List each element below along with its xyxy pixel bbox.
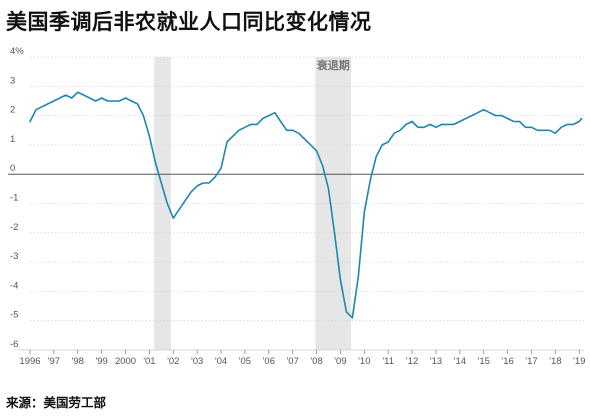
x-tick-label: '13 <box>430 356 442 367</box>
x-tick-label: '07 <box>286 356 298 367</box>
y-tick-label: 2 <box>10 105 15 116</box>
x-tick-label: '09 <box>334 356 346 367</box>
x-tick-label: '05 <box>239 356 251 367</box>
x-tick-label: '04 <box>215 356 227 367</box>
x-tick-label: '11 <box>382 356 394 367</box>
x-tick-label: '16 <box>501 356 513 367</box>
x-tick-label: '17 <box>525 356 537 367</box>
x-tick-label: '97 <box>48 356 60 367</box>
x-tick-label: '15 <box>478 356 490 367</box>
x-tick-label: '98 <box>72 356 84 367</box>
y-tick-label: 0 <box>10 163 15 174</box>
x-tick-label: '18 <box>549 356 561 367</box>
recession-band <box>154 57 171 350</box>
y-tick-label: 1 <box>10 134 15 145</box>
recession-label: 衰退期 <box>316 58 350 72</box>
y-tick-label: -4 <box>10 280 18 291</box>
source-note: 来源：美国劳工部 <box>6 395 107 410</box>
x-tick-label: '06 <box>263 356 275 367</box>
x-tick-label: 1996 <box>19 356 40 367</box>
chart-title: 美国季调后非农就业人口同比变化情况 <box>6 10 372 34</box>
y-tick-label: 3 <box>10 75 15 86</box>
y-tick-label: -2 <box>10 222 18 233</box>
x-tick-label: '03 <box>191 356 203 367</box>
x-tick-label: '01 <box>143 356 155 367</box>
x-tick-label: '08 <box>310 356 322 367</box>
x-tick-label: 2000 <box>115 356 136 367</box>
x-tick-label: '10 <box>358 356 370 367</box>
x-tick-label: '19 <box>573 356 585 367</box>
x-tick-label: '99 <box>95 356 107 367</box>
x-tick-label: '12 <box>406 356 418 367</box>
x-tick-label: '02 <box>167 356 179 367</box>
series-line <box>29 91 583 319</box>
y-tick-label: -1 <box>10 193 18 204</box>
y-tick-label: -3 <box>10 251 18 262</box>
y-tick-label: -5 <box>10 310 18 321</box>
y-tick-label: -6 <box>10 339 18 350</box>
y-tick-label: 4% <box>10 46 24 57</box>
x-tick-label: '14 <box>454 356 466 367</box>
